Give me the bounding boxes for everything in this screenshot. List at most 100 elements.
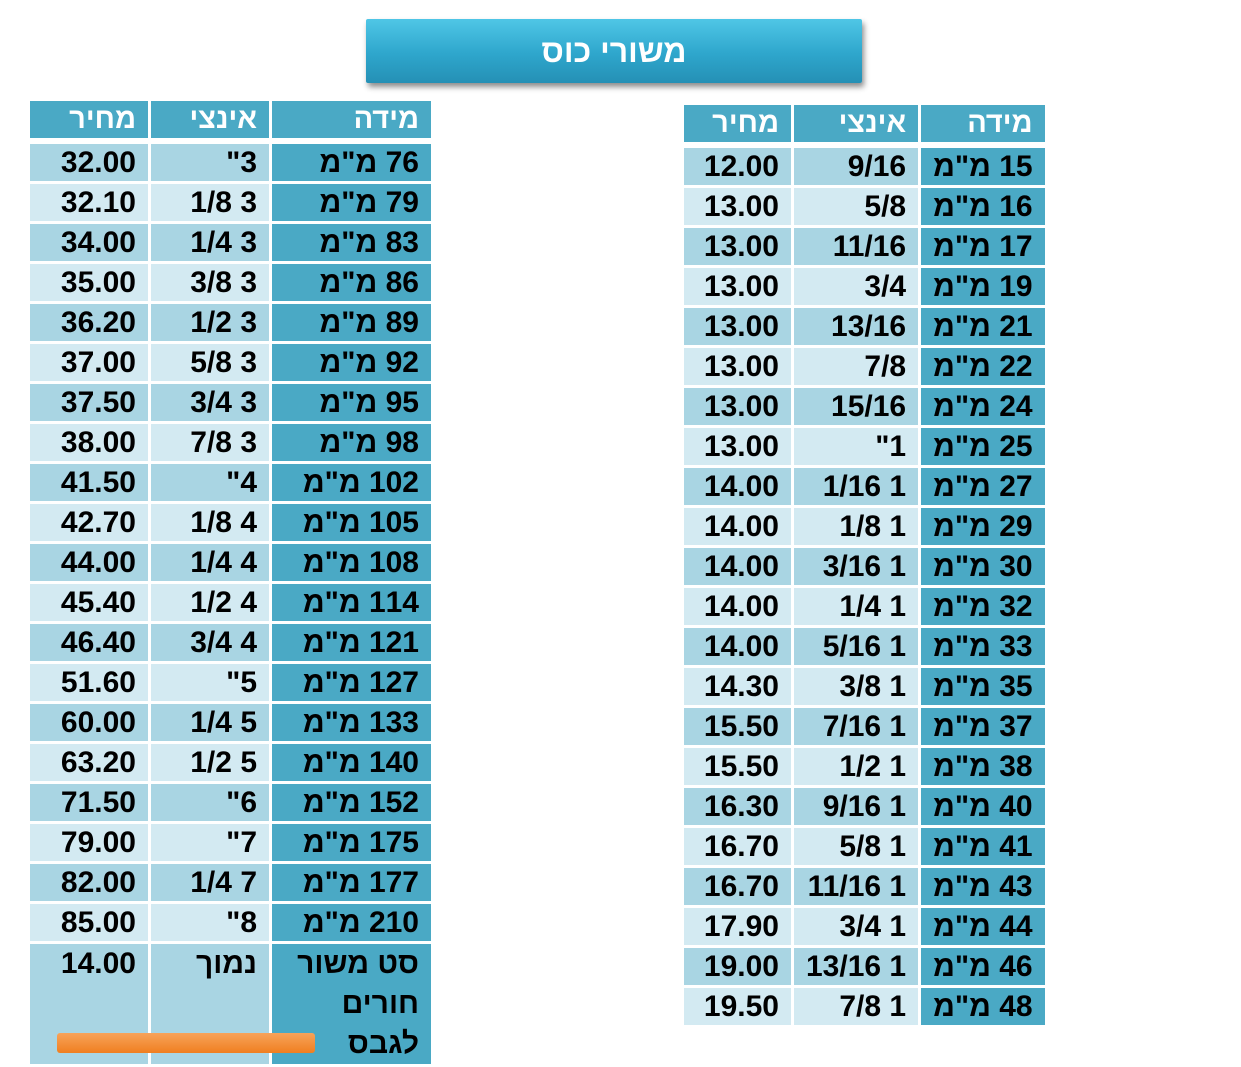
table-row: 133 מ"מ 5 1/4 60.00 — [30, 704, 431, 741]
cell-price: 35.00 — [30, 264, 148, 301]
cell-inch: 6" — [151, 784, 269, 821]
cell-price: 14.00 — [684, 548, 791, 585]
table-row: 86 מ"מ 3 3/8 35.00 — [30, 264, 431, 301]
table-row: 40 מ"מ 1 9/16 16.30 — [684, 788, 1045, 825]
table-row: 48 מ"מ 1 7/8 19.50 — [684, 988, 1045, 1025]
cell-inch: 3 1/4 — [151, 224, 269, 261]
cell-size: 86 מ"מ — [272, 264, 431, 301]
cell-price: 85.00 — [30, 904, 148, 941]
cell-price: 63.20 — [30, 744, 148, 781]
cell-size: 30 מ"מ — [921, 548, 1045, 585]
table-row: 152 מ"מ 6" 71.50 — [30, 784, 431, 821]
cell-price: 13.00 — [684, 268, 791, 305]
cell-inch: 9/16 — [794, 148, 919, 185]
cell-size: 41 מ"מ — [921, 828, 1045, 865]
cell-size: 43 מ"מ — [921, 868, 1045, 905]
cell-inch: 7/8 — [794, 348, 919, 385]
cell-price: 51.60 — [30, 664, 148, 701]
cell-size: 133 מ"מ — [272, 704, 431, 741]
table-row: 25 מ"מ 1" 13.00 — [684, 428, 1045, 465]
table-row: 79 מ"מ 3 1/8 32.10 — [30, 184, 431, 221]
cell-size: 92 מ"מ — [272, 344, 431, 381]
cell-price: 37.50 — [30, 384, 148, 421]
cell-inch: 7 1/4 — [151, 864, 269, 901]
cell-size: 29 מ"מ — [921, 508, 1045, 545]
cell-inch: 1 1/16 — [794, 468, 919, 505]
cell-size: 114 מ"מ — [272, 584, 431, 621]
cell-size: 102 מ"מ — [272, 464, 431, 501]
cell-price: 41.50 — [30, 464, 148, 501]
cell-price: 60.00 — [30, 704, 148, 741]
cell-inch: 7" — [151, 824, 269, 861]
table-row: 22 מ"מ 7/8 13.00 — [684, 348, 1045, 385]
cell-inch: 1 7/8 — [794, 988, 919, 1025]
cell-size: 140 מ"מ — [272, 744, 431, 781]
header-inch: אינצי — [151, 101, 269, 138]
table-row: 140 מ"מ 5 1/2 63.20 — [30, 744, 431, 781]
table-row: 27 מ"מ 1 1/16 14.00 — [684, 468, 1045, 505]
table-row: 35 מ"מ 1 3/8 14.30 — [684, 668, 1045, 705]
cell-size: 108 מ"מ — [272, 544, 431, 581]
table-row: 29 מ"מ 1 1/8 14.00 — [684, 508, 1045, 545]
cell-size: 48 מ"מ — [921, 988, 1045, 1025]
page-title: משורי כוס — [366, 19, 862, 83]
cell-inch: 1 5/8 — [794, 828, 919, 865]
cell-inch: 4" — [151, 464, 269, 501]
cell-size: 17 מ"מ — [921, 228, 1045, 265]
cell-price: 13.00 — [684, 388, 791, 425]
price-table-large: מידה אינצי מחיר 76 מ"מ 3" 32.00 79 מ"מ 3 1/8… — [27, 98, 434, 1067]
table-row: 24 מ"מ 15/16 13.00 — [684, 388, 1045, 425]
table-row: 38 מ"מ 1 1/2 15.50 — [684, 748, 1045, 785]
cell-size: 177 מ"מ — [272, 864, 431, 901]
table-row: 32 מ"מ 1 1/4 14.00 — [684, 588, 1045, 625]
cell-inch: 3 3/4 — [151, 384, 269, 421]
cell-price: 15.50 — [684, 748, 791, 785]
cell-price: 42.70 — [30, 504, 148, 541]
table-row: 17 מ"מ 11/16 13.00 — [684, 228, 1045, 265]
table-row: 127 מ"מ 5" 51.60 — [30, 664, 431, 701]
cell-inch: 1 11/16 — [794, 868, 919, 905]
table-row: 16 מ"מ 5/8 13.00 — [684, 188, 1045, 225]
cell-price: 14.00 — [684, 508, 791, 545]
cell-inch: 1 1/8 — [794, 508, 919, 545]
cell-size: 24 מ"מ — [921, 388, 1045, 425]
table-row: 83 מ"מ 3 1/4 34.00 — [30, 224, 431, 261]
cell-inch: 4 3/4 — [151, 624, 269, 661]
header-size: מידה — [272, 101, 431, 138]
cell-inch: 1 7/16 — [794, 708, 919, 745]
cell-price: 19.00 — [684, 948, 791, 985]
cell-inch: 1 9/16 — [794, 788, 919, 825]
table-row: 102 מ"מ 4" 41.50 — [30, 464, 431, 501]
cell-price: 82.00 — [30, 864, 148, 901]
cell-inch: 3 7/8 — [151, 424, 269, 461]
cell-size: 25 מ"מ — [921, 428, 1045, 465]
cell-price: 14.00 — [684, 468, 791, 505]
cell-size: 33 מ"מ — [921, 628, 1045, 665]
cell-size: 175 מ"מ — [272, 824, 431, 861]
table-header-row: מידה אינצי מחיר — [684, 105, 1045, 142]
cell-inch: 3 3/8 — [151, 264, 269, 301]
orange-banner-edge — [57, 1033, 315, 1053]
cell-inch: 1 3/4 — [794, 908, 919, 945]
cell-inch: 1 3/8 — [794, 668, 919, 705]
cell-size: 32 מ"מ — [921, 588, 1045, 625]
cell-price: 46.40 — [30, 624, 148, 661]
table-row: 41 מ"מ 1 5/8 16.70 — [684, 828, 1045, 865]
table-row: 98 מ"מ 3 7/8 38.00 — [30, 424, 431, 461]
cell-inch: 1" — [794, 428, 919, 465]
cell-inch: 4 1/4 — [151, 544, 269, 581]
cell-price: 13.00 — [684, 188, 791, 225]
cell-price: 13.00 — [684, 348, 791, 385]
cell-inch: 3 1/8 — [151, 184, 269, 221]
table-row: 95 מ"מ 3 3/4 37.50 — [30, 384, 431, 421]
table-row: 37 מ"מ 1 7/16 15.50 — [684, 708, 1045, 745]
cell-inch: 4 1/8 — [151, 504, 269, 541]
cell-inch: 1 3/16 — [794, 548, 919, 585]
header-price: מחיר — [30, 101, 148, 138]
cell-inch: 1 5/16 — [794, 628, 919, 665]
cell-price: 36.20 — [30, 304, 148, 341]
cell-inch: 5/8 — [794, 188, 919, 225]
cell-price: 16.70 — [684, 828, 791, 865]
table-row: 175 מ"מ 7" 79.00 — [30, 824, 431, 861]
cell-inch: 5" — [151, 664, 269, 701]
